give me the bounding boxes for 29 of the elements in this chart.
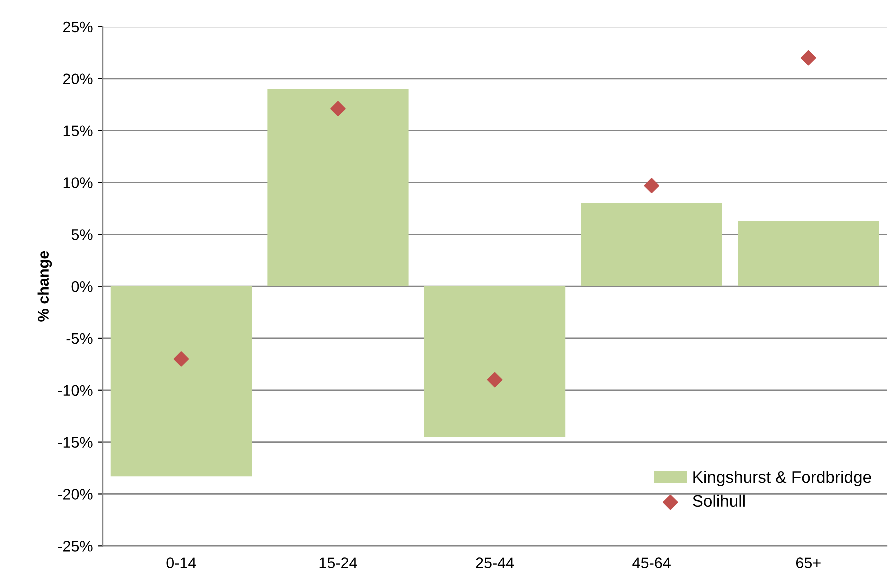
x-tick-label: 45-64 [632, 558, 671, 568]
y-tick-label: -5% [66, 333, 93, 344]
x-tick-label: 25-44 [476, 558, 514, 568]
y-tick-label: 20% [64, 74, 93, 85]
y-tick-label: 15% [64, 126, 93, 136]
x-tick-label: 15-24 [320, 558, 358, 568]
bar [738, 221, 880, 287]
bar [110, 286, 252, 477]
bar [268, 89, 409, 287]
legend-label: Solihull [693, 494, 745, 508]
y-tick-label: 0% [72, 281, 93, 292]
legend-label: Kingshurst & Fordbridge [694, 470, 872, 487]
point [644, 178, 660, 194]
y-tick-label: -25% [58, 541, 93, 552]
point [330, 101, 346, 117]
y-tick-label: 5% [72, 230, 93, 240]
point [487, 372, 503, 388]
point [801, 50, 816, 66]
y-axis-title: % change [38, 251, 52, 322]
x-tick-label: 65+ [796, 558, 821, 568]
bar [424, 286, 566, 438]
y-tick-label: -15% [58, 437, 93, 448]
y-tick-label: -10% [58, 385, 93, 396]
y-tick-label: 25% [64, 22, 93, 33]
y-tick-label: 10% [64, 178, 93, 188]
bar [581, 203, 722, 287]
y-tick-label: -20% [58, 489, 93, 500]
x-tick-label: 0-14 [166, 558, 196, 568]
point [174, 352, 190, 367]
